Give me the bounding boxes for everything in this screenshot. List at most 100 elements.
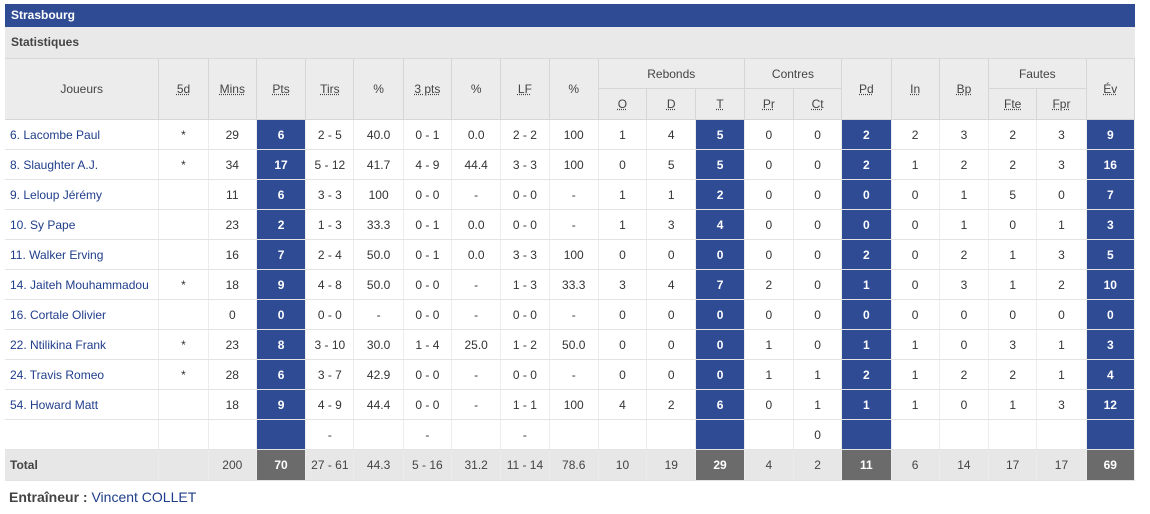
tirs: 2 - 4 [305,239,355,270]
reb-d: 0 [646,359,697,390]
ct: 0 [793,239,843,270]
total-3pts-pct: 31.2 [451,449,502,481]
pts: 6 [256,359,307,390]
reb-d: 1 [646,179,697,210]
col-reb-t[interactable]: T [695,88,745,120]
tirs-pct: - [353,299,404,330]
pr: 0 [744,299,794,330]
total-ct: 2 [793,449,843,481]
col-ev[interactable]: Év [1086,59,1136,120]
col-pd[interactable]: Pd [841,59,892,120]
col-pr[interactable]: Pr [744,88,794,120]
reb-d: 4 [646,119,697,150]
pts: 6 [256,179,307,210]
in: 0 [891,299,940,330]
mins: 18 [208,389,257,420]
col-pts[interactable]: Pts [256,59,307,120]
player-name[interactable]: 14. Jaiteh Mouhammadou [5,269,160,300]
player-name[interactable]: 54. Howard Matt [5,389,160,420]
3pts-pct: - [451,299,502,330]
col-5d[interactable]: 5d [158,59,209,120]
total-3pts: 5 - 16 [403,449,453,481]
reb-d: 4 [646,269,697,300]
total-mins: 200 [208,449,257,481]
ev: 12 [1086,389,1136,420]
col-mins[interactable]: Mins [208,59,257,120]
player-name[interactable]: 9. Leloup Jérémy [5,179,160,210]
3pts-pct: 44.4 [451,149,502,180]
team-3pts: - [403,419,453,450]
fpr: 0 [1036,179,1087,210]
3pts-pct: - [451,269,502,300]
3pts: 0 - 0 [403,359,453,390]
total-reb-o: 10 [598,449,648,481]
col-reb-d[interactable]: D [646,88,697,120]
3pts: 0 - 1 [403,119,453,150]
col-joueurs: Joueurs [5,59,160,120]
col-lf[interactable]: LF [500,59,550,120]
player-name[interactable]: 6. Lacombe Paul [5,119,160,150]
reb-t: 6 [695,389,745,420]
in: 1 [891,329,940,360]
total-tirs: 27 - 61 [305,449,355,481]
fpr: 1 [1036,359,1087,390]
pts: 9 [256,389,307,420]
lf: 1 - 1 [500,389,550,420]
reb-o: 4 [598,389,648,420]
lf: 1 - 2 [500,329,550,360]
total-tirs-pct: 44.3 [353,449,404,481]
col-bp[interactable]: Bp [939,59,990,120]
col-tirs[interactable]: Tirs [305,59,355,120]
lf: 2 - 2 [500,119,550,150]
total-label: Total [5,449,160,481]
tirs-pct: 42.9 [353,359,404,390]
player-name[interactable]: 24. Travis Romeo [5,359,160,390]
lf-pct: - [549,209,599,240]
col-fpr[interactable]: Fpr [1036,88,1087,120]
player-name[interactable]: 16. Cortale Olivier [5,299,160,330]
coach-link[interactable]: Vincent COLLET [91,489,197,505]
player-name[interactable]: 11. Walker Erving [5,239,160,270]
player-name[interactable]: 22. Ntilikina Frank [5,329,160,360]
table-row: 54. Howard Matt 18 9 4 - 9 44.4 0 - 0-1 - 1 10… [5,389,1136,420]
in: 1 [891,149,940,180]
table-row: 16. Cortale Olivier 0 0 0 - 0-0 - 0-0 - 0-0… [5,299,1136,330]
3pts: 0 - 0 [403,269,453,300]
total-reb-d: 19 [646,449,697,481]
player-name[interactable]: 10. Sy Pape [5,209,160,240]
stats-table: Joueurs 5d Mins Pts Tirs % 3 pts % LF % … [5,59,1136,481]
group-fautes: Fautes [988,59,1087,89]
col-reb-o[interactable]: O [598,88,648,120]
ct: 0 [793,269,843,300]
tirs: 4 - 9 [305,389,355,420]
3pts: 0 - 0 [403,389,453,420]
mins: 23 [208,329,257,360]
starter-mark [158,179,209,210]
reb-o: 0 [598,329,648,360]
col-fte[interactable]: Fte [988,88,1038,120]
starter-mark: * [158,329,209,360]
pr: 0 [744,239,794,270]
total-lf: 11 - 14 [500,449,550,481]
fte: 2 [988,119,1038,150]
pr: 0 [744,149,794,180]
player-name[interactable]: 8. Slaughter A.J. [5,149,160,180]
pd: 2 [841,359,892,390]
col-ct[interactable]: Ct [793,88,843,120]
bp: 0 [939,299,990,330]
tirs: 0 - 0 [305,299,355,330]
in: 0 [891,239,940,270]
team-ct: 0 [793,419,843,450]
bp: 2 [939,149,990,180]
table-row: 6. Lacombe Paul * 29 6 2 - 5 40.0 0 - 1 0.0 2 - … [5,119,1136,150]
tirs-pct: 44.4 [353,389,404,420]
col-in[interactable]: In [891,59,940,120]
mins: 18 [208,269,257,300]
fpr: 0 [1036,299,1087,330]
fpr: 3 [1036,389,1087,420]
table-row: 14. Jaiteh Mouhammadou * 18 9 4 - 8 50.0 0 - 0… [5,269,1136,300]
total-bp: 14 [939,449,990,481]
col-3pts[interactable]: 3 pts [403,59,453,120]
fte: 1 [988,239,1038,270]
in: 1 [891,359,940,390]
